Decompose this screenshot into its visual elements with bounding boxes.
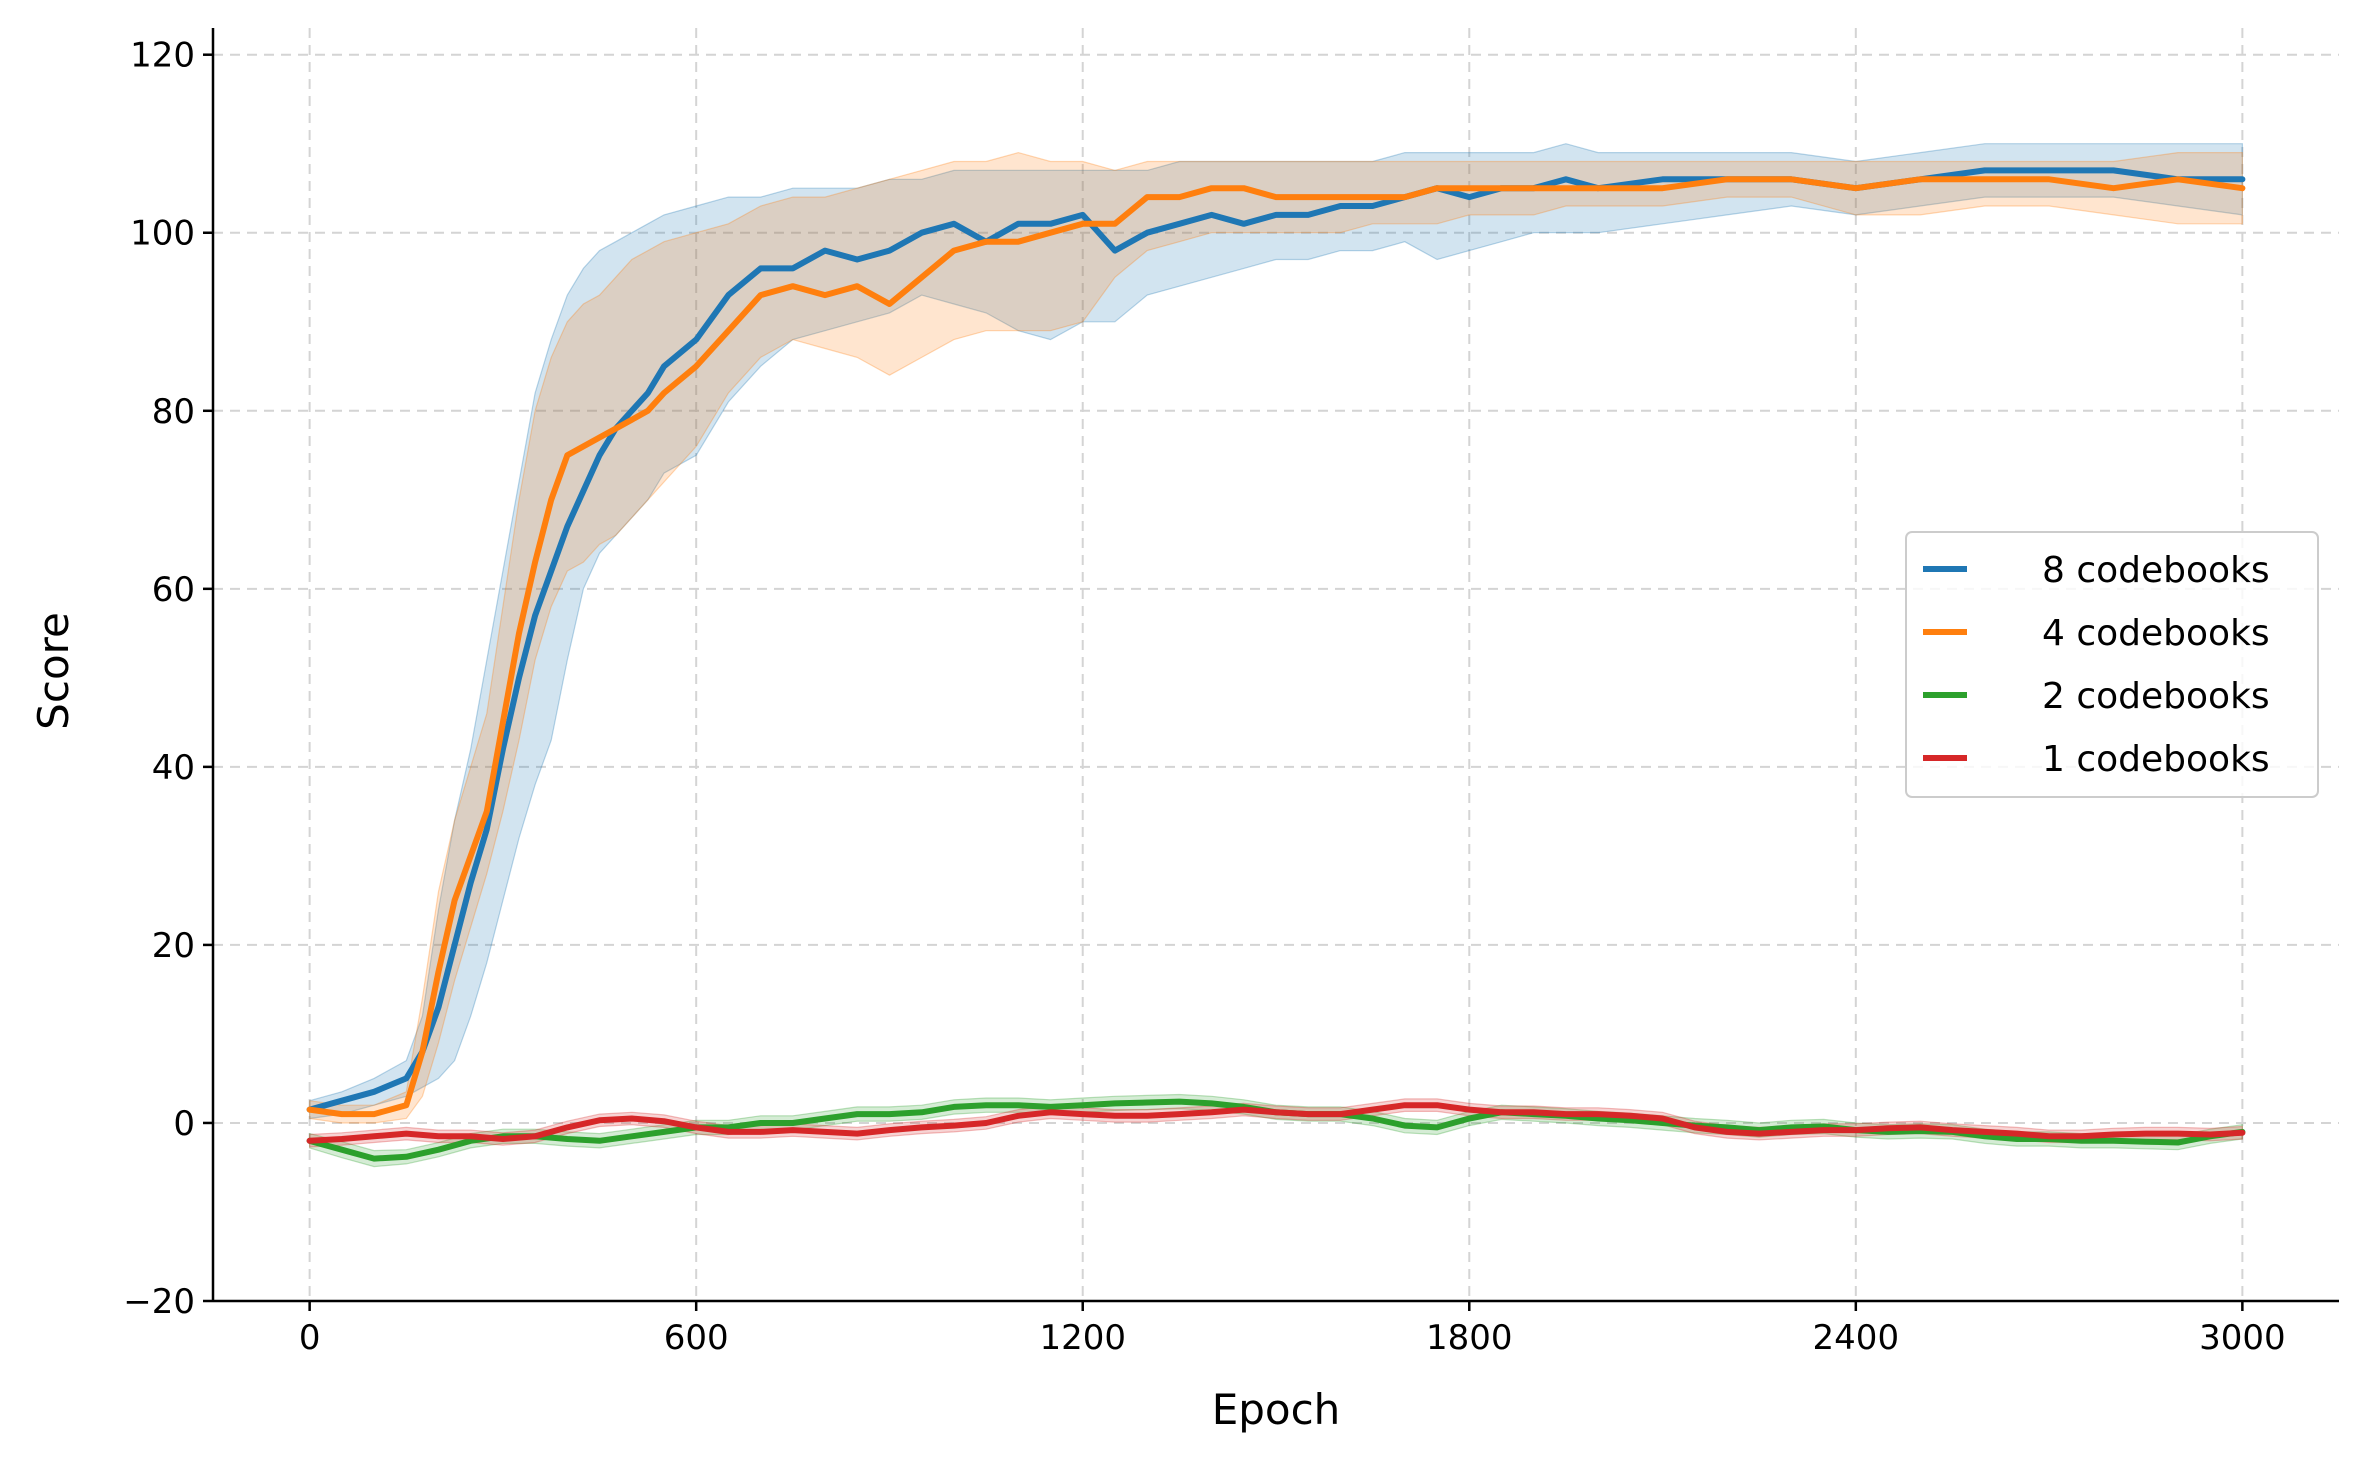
x-tick-label: 2400 [1813, 1318, 1900, 1358]
x-axis-label: Epoch [1212, 1385, 1341, 1434]
grid [213, 28, 2339, 1302]
series-line-2 [306, 176, 2246, 1118]
y-tick-label: 20 [152, 926, 195, 966]
y-tick-label: 120 [130, 36, 195, 76]
x-tick-label: 1200 [1039, 1318, 1126, 1358]
y-tick-label: 60 [152, 570, 195, 610]
legend-label-3: 2 codebooks [2042, 676, 2270, 717]
legend: 8 codebooks 4 codebooks 2 codebooks 1 codeb… [1905, 531, 2319, 798]
legend-label-2: 4 codebooks [2042, 613, 2270, 654]
y-tick-label: −20 [123, 1282, 195, 1322]
ticks: 0 600 1200 1800 2400 3000 −20 0 20 40 60 80 100 120 [123, 36, 2285, 1358]
y-tick-label: 80 [152, 392, 195, 432]
legend-label-4: 1 codebooks [2042, 739, 2270, 780]
y-tick-label: 100 [130, 214, 195, 254]
y-axis-label: Score [29, 612, 78, 730]
legend-frame [1905, 531, 2319, 798]
series-band-2 [309, 151, 2243, 1124]
series-lines [306, 167, 2246, 1162]
x-tick-label: 0 [299, 1318, 321, 1358]
x-tick-label: 3000 [2199, 1318, 2286, 1358]
legend-label-1: 8 codebooks [2042, 550, 2270, 591]
axes [211, 28, 2339, 1303]
y-tick-label: 40 [152, 748, 195, 788]
series-band-1 [309, 143, 2243, 1120]
series-line-4 [306, 1102, 2246, 1144]
y-tick-label: 0 [173, 1104, 195, 1144]
x-tick-label: 600 [664, 1318, 729, 1358]
x-tick-label: 1800 [1426, 1318, 1513, 1358]
